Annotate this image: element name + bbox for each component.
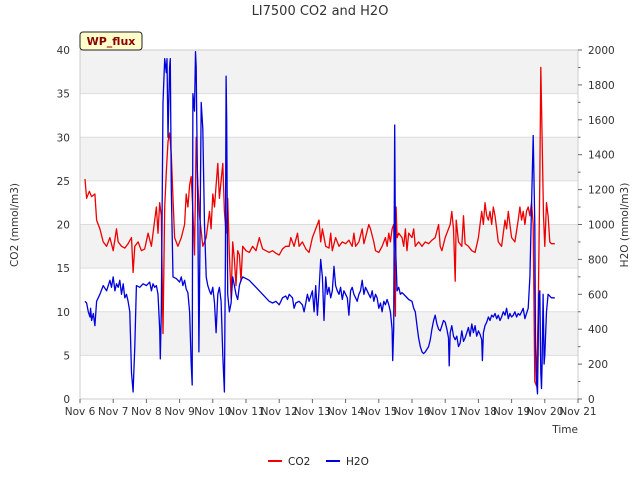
y-left-tick-label: 10 [57, 307, 70, 319]
x-axis-label: Time [551, 424, 578, 436]
y-right-tick-label: 400 [588, 324, 608, 336]
x-tick-label: Nov 9 [164, 406, 195, 418]
y-left-tick-label: 25 [57, 176, 70, 188]
x-tick-label: Nov 13 [294, 406, 331, 418]
legend: CO2 H2O [268, 456, 369, 468]
y-left-tick-label: 20 [57, 220, 70, 232]
legend-co2-label: CO2 [288, 456, 310, 468]
x-tick-label: Nov 7 [98, 406, 129, 418]
y-left-tick-label: 40 [57, 45, 70, 57]
x-tick-label: Nov 17 [427, 406, 464, 418]
y-axis-right-label: H2O (mmol/m3) [619, 183, 631, 268]
y-right-tick-label: 600 [588, 289, 608, 301]
y-left-tick-label: 30 [57, 132, 70, 144]
plot-band [80, 311, 578, 356]
badge: WP_flux [79, 31, 143, 51]
y-left-tick-label: 15 [57, 263, 70, 275]
y-right-tick-label: 1200 [588, 185, 615, 197]
x-tick-label: Nov 15 [360, 406, 397, 418]
badge-text: WP_flux [87, 35, 136, 48]
y-left-tick-label: 0 [63, 394, 70, 406]
x-tick-label: Nov 11 [227, 406, 264, 418]
plot-band [80, 137, 578, 181]
plot-band [80, 50, 578, 94]
y-right-tick-label: 1600 [588, 115, 615, 127]
y-right-tick-label: 2000 [588, 45, 615, 57]
x-tick-label: Nov 8 [131, 406, 162, 418]
x-tick-label: Nov 6 [65, 406, 96, 418]
x-tick-label: Nov 20 [526, 406, 563, 418]
x-tick-label: Nov 16 [393, 406, 431, 418]
y-axis-left-label: CO2 (mmol/m3) [9, 183, 21, 267]
x-tick-label: Nov 14 [327, 406, 365, 418]
y-left-tick-label: 5 [63, 350, 70, 362]
x-tick-label: Nov 21 [559, 406, 596, 418]
y-right-tick-label: 1400 [588, 150, 615, 162]
series-layer [84, 51, 555, 395]
legend-h2o-label: H2O [346, 456, 369, 468]
badge-box [79, 31, 143, 51]
series-line-h2o [84, 51, 555, 395]
chart-title: LI7500 CO2 and H2O [252, 4, 389, 19]
x-tick-label: Nov 19 [493, 406, 530, 418]
y-right-tick-label: 800 [588, 254, 608, 266]
y-right-tick-label: 1800 [588, 80, 615, 92]
x-tick-label: Nov 18 [460, 406, 497, 418]
y-left-tick-label: 35 [57, 89, 70, 101]
y-right-tick-label: 200 [588, 359, 608, 371]
y-right-tick-label: 1000 [588, 220, 615, 232]
x-tick-label: Nov 10 [194, 406, 231, 418]
y-right-tick-label: 0 [588, 394, 595, 406]
x-tick-label: Nov 12 [261, 406, 298, 418]
